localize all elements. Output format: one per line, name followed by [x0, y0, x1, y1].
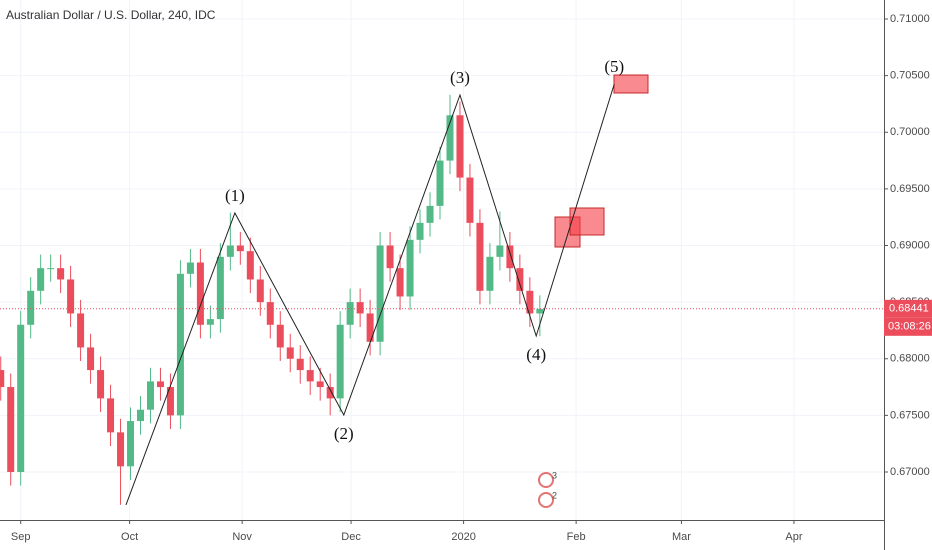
x-tick-label: Feb	[567, 531, 586, 543]
candle-body	[496, 245, 504, 257]
candle-body	[276, 324, 284, 348]
candle-body	[47, 268, 55, 270]
candle-body	[266, 302, 274, 325]
wave-label: (1)	[225, 186, 245, 205]
candle-body	[146, 381, 154, 410]
candle-body	[326, 387, 334, 399]
candle-body	[306, 370, 314, 382]
x-tick-label: Oct	[121, 531, 138, 543]
candle-body	[466, 177, 474, 223]
y-tick-label: 0.67000	[890, 466, 930, 478]
wave-line	[125, 83, 615, 506]
event-label: 2	[552, 490, 557, 500]
candle-body	[0, 370, 5, 388]
candle-body	[446, 115, 454, 161]
candle-body	[536, 308, 544, 314]
wave-label: (3)	[450, 68, 470, 87]
candle-body	[127, 421, 135, 467]
candle-body	[226, 245, 234, 257]
candle-body	[176, 273, 184, 416]
y-tick-label: 0.67500	[890, 409, 930, 421]
y-tick-label: 0.69500	[890, 183, 930, 195]
candle-body	[286, 347, 294, 359]
candle-body	[516, 268, 524, 291]
candle-body	[456, 115, 464, 178]
candle-body	[166, 387, 174, 416]
y-tick-label: 0.70000	[890, 126, 930, 138]
candle-body	[476, 222, 484, 291]
price-label: 0.68441	[889, 303, 929, 315]
candle-body	[236, 245, 244, 252]
price-label-bg	[884, 299, 932, 318]
candle-body	[67, 279, 75, 314]
x-tick-label: Sep	[11, 531, 31, 543]
candle-body	[296, 358, 304, 371]
y-tick-label: 0.68000	[890, 353, 930, 365]
candle-body	[366, 313, 374, 342]
event-icon	[538, 472, 554, 488]
candle-body	[77, 313, 85, 348]
target-box	[613, 74, 649, 94]
candle-body	[486, 256, 494, 291]
candle-body	[117, 432, 125, 467]
candle-body	[107, 398, 115, 433]
candle-body	[256, 279, 264, 303]
candle-body	[376, 245, 384, 342]
candle-body	[386, 245, 394, 269]
candle-body	[136, 409, 144, 422]
candle-body	[37, 268, 45, 291]
x-tick-label: Dec	[341, 531, 361, 543]
candle-body	[406, 239, 414, 297]
candle-body	[396, 268, 404, 297]
candle-body	[336, 324, 344, 399]
candle-body	[97, 370, 105, 399]
event-icon	[538, 492, 554, 508]
candle-body	[346, 302, 354, 325]
candle-body	[316, 381, 324, 388]
x-tick-label: Apr	[785, 531, 802, 543]
candle-body	[186, 262, 194, 274]
x-tick-label: Mar	[672, 531, 691, 543]
candle-body	[57, 268, 65, 280]
event-label: 3	[552, 470, 557, 480]
wave-label: (5)	[604, 57, 624, 76]
y-tick-label: 0.69000	[890, 239, 930, 251]
candle-body	[526, 290, 534, 314]
plot: (1) (2) (3) (4) (5)	[0, 57, 649, 506]
countdown-bg	[884, 317, 932, 336]
candle-body	[156, 381, 164, 388]
candle-body	[17, 324, 25, 472]
candle-body	[196, 262, 204, 325]
candle-body	[216, 256, 224, 320]
target-box	[569, 207, 605, 236]
candle-body	[426, 205, 434, 223]
candle-body	[356, 302, 364, 314]
wave-label: (2)	[334, 424, 354, 443]
chart-title: Australian Dollar / U.S. Dollar, 240, ID…	[6, 8, 216, 22]
x-tick-label: Nov	[232, 531, 252, 543]
candle-body	[416, 222, 424, 240]
candle-body	[7, 387, 15, 472]
candle-body	[27, 290, 35, 325]
candle-body	[206, 319, 214, 325]
candle-body	[506, 245, 514, 269]
x-tick-label: 2020	[451, 531, 475, 543]
countdown: 03:08:26	[888, 321, 931, 333]
candle-body	[436, 160, 444, 206]
candle-body	[87, 347, 95, 371]
y-tick-label: 0.71000	[890, 13, 930, 25]
candle-body	[246, 251, 254, 280]
wave-label: (4)	[526, 345, 546, 364]
y-tick-label: 0.70500	[890, 70, 930, 82]
